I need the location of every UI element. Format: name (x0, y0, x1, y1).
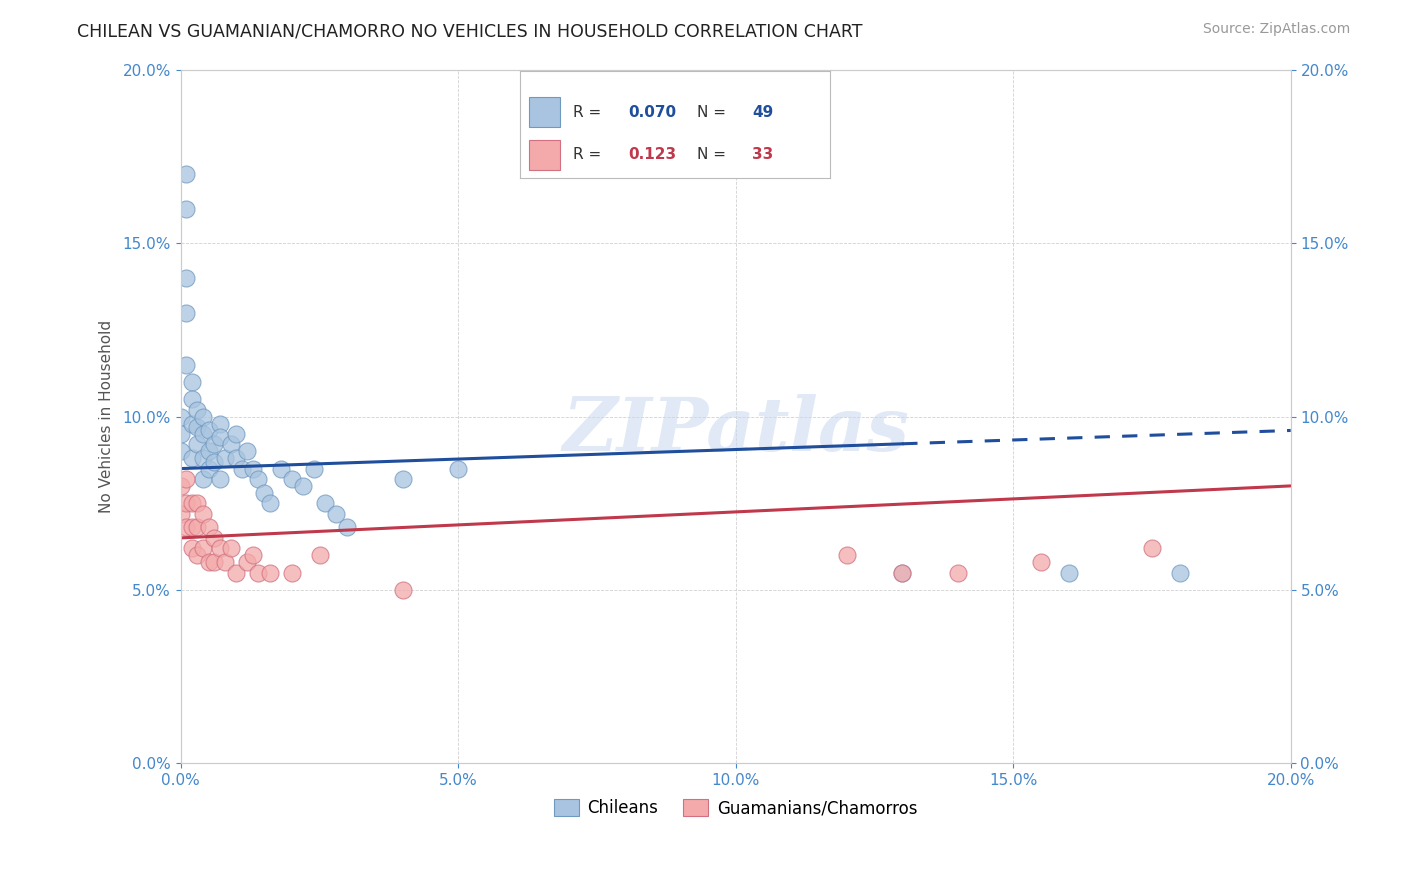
Point (259, 496, 281, 510)
Point (208, 430, 231, 444)
Point (270, 461, 292, 475)
Point (281, 472, 304, 486)
Point (180, 496, 202, 510)
Point (247, 472, 270, 486)
Point (176, 305, 198, 319)
Point (180, 520, 202, 534)
Text: N =: N = (696, 104, 730, 120)
Point (242, 548, 264, 562)
Text: ZIPatlas: ZIPatlas (562, 394, 910, 467)
Point (180, 451, 202, 466)
Text: 49: 49 (752, 104, 773, 120)
Point (447, 461, 470, 475)
Point (891, 566, 914, 580)
Point (214, 555, 236, 569)
Point (191, 541, 214, 556)
Point (1140, 541, 1163, 556)
Point (197, 424, 219, 438)
Point (253, 486, 276, 500)
Text: 0.070: 0.070 (628, 104, 676, 120)
Point (225, 566, 247, 580)
Point (191, 451, 214, 466)
Point (219, 437, 242, 451)
Point (180, 375, 202, 389)
Point (170, 426, 193, 441)
Point (391, 582, 413, 597)
Point (197, 555, 219, 569)
Point (225, 426, 247, 441)
Point (835, 548, 858, 562)
Point (202, 555, 225, 569)
Point (314, 496, 336, 510)
Point (202, 437, 225, 451)
Text: 33: 33 (752, 147, 773, 162)
Point (180, 417, 202, 431)
Point (891, 566, 914, 580)
Point (208, 417, 231, 431)
Point (170, 507, 193, 521)
Point (186, 402, 208, 417)
Point (191, 472, 214, 486)
Point (170, 479, 193, 493)
Point (281, 566, 304, 580)
Point (197, 461, 219, 475)
Point (186, 548, 208, 562)
Point (176, 358, 198, 372)
Point (197, 520, 219, 534)
FancyBboxPatch shape (530, 97, 561, 127)
Point (391, 472, 413, 486)
Point (1168, 566, 1191, 580)
Point (176, 472, 198, 486)
Point (225, 451, 247, 466)
Point (186, 496, 208, 510)
Point (202, 531, 225, 545)
Point (242, 461, 264, 475)
Point (214, 451, 236, 466)
Point (291, 479, 314, 493)
FancyBboxPatch shape (530, 140, 561, 169)
Text: 0.123: 0.123 (628, 147, 676, 162)
Y-axis label: No Vehicles in Household: No Vehicles in Household (100, 320, 114, 513)
Point (259, 566, 281, 580)
Point (236, 444, 259, 458)
Legend: Chileans, Guamanians/Chamorros: Chileans, Guamanians/Chamorros (547, 793, 924, 824)
Point (197, 444, 219, 458)
Point (302, 461, 325, 475)
Point (336, 520, 359, 534)
Point (325, 507, 347, 521)
Point (208, 472, 231, 486)
Point (202, 455, 225, 469)
Point (180, 541, 202, 556)
Point (247, 566, 270, 580)
Point (208, 541, 231, 556)
Point (176, 520, 198, 534)
Text: R =: R = (572, 104, 606, 120)
Point (176, 167, 198, 181)
Point (191, 409, 214, 424)
Point (308, 548, 330, 562)
Point (176, 202, 198, 216)
Point (231, 461, 253, 475)
Point (946, 566, 969, 580)
Point (236, 555, 259, 569)
Text: Source: ZipAtlas.com: Source: ZipAtlas.com (1202, 22, 1350, 37)
Point (176, 496, 198, 510)
Point (1029, 555, 1052, 569)
Point (191, 507, 214, 521)
Point (176, 271, 198, 285)
Text: R =: R = (572, 147, 606, 162)
Text: N =: N = (696, 147, 730, 162)
Point (219, 541, 242, 556)
Text: CHILEAN VS GUAMANIAN/CHAMORRO NO VEHICLES IN HOUSEHOLD CORRELATION CHART: CHILEAN VS GUAMANIAN/CHAMORRO NO VEHICLE… (77, 22, 863, 40)
Point (170, 409, 193, 424)
Point (170, 444, 193, 458)
Point (180, 392, 202, 407)
Point (191, 426, 214, 441)
Point (1057, 566, 1080, 580)
Point (186, 420, 208, 434)
Point (186, 520, 208, 534)
Point (186, 437, 208, 451)
